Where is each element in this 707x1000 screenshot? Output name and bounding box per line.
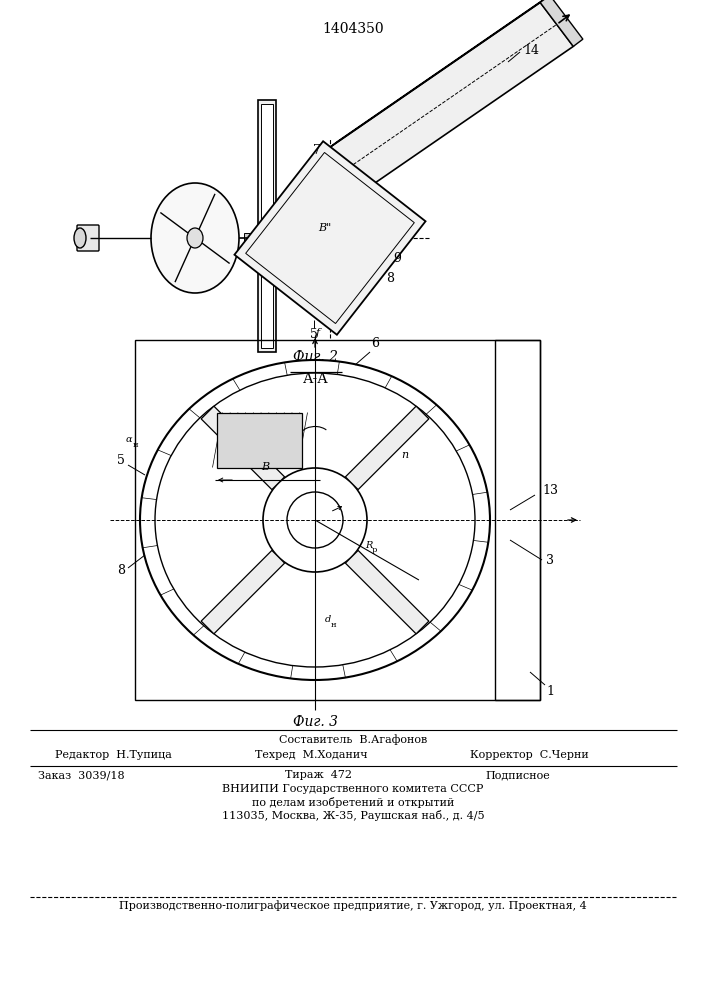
Polygon shape [328,0,550,148]
Text: н: н [132,441,138,449]
Text: 5: 5 [117,454,125,466]
Bar [135,340,540,700]
Text: А-А: А-А [303,372,329,386]
Text: Производственно-полиграфическое предприятие, г. Ужгород, ул. Проектная, 4: Производственно-полиграфическое предприя… [119,900,587,911]
Polygon shape [328,2,573,192]
Polygon shape [540,0,583,46]
Text: R: R [365,540,373,550]
Text: по делам изобретений и открытий: по делам изобретений и открытий [252,797,454,808]
Text: Фиг. 2: Фиг. 2 [293,350,339,364]
Text: Корректор  С.Черни: Корректор С.Черни [470,750,589,760]
Text: н: н [331,621,337,629]
Text: Тираж  472: Тираж 472 [285,770,352,780]
Bar [258,100,276,352]
Text: Редактор  Н.Тупица: Редактор Н.Тупица [55,750,172,760]
Text: 14: 14 [523,43,539,56]
Text: 3: 3 [546,554,554,566]
Bar [244,233,251,243]
Text: 9: 9 [393,251,401,264]
Text: Фиг. 3: Фиг. 3 [293,715,339,729]
Text: 8: 8 [117,564,125,576]
Text: ВНИИПИ Государственного комитета СССР: ВНИИПИ Государственного комитета СССР [222,784,484,794]
Bar [218,412,303,468]
Ellipse shape [187,228,203,248]
Text: Составитель  В.Агафонов: Составитель В.Агафонов [279,734,427,745]
Text: Техред  М.Ходанич: Техред М.Ходанич [255,750,368,760]
FancyBboxPatch shape [77,225,99,251]
Text: f: f [316,328,320,338]
Polygon shape [235,141,426,335]
Text: 5: 5 [310,328,318,341]
Bar [253,233,260,243]
Polygon shape [201,550,285,634]
Polygon shape [346,550,429,634]
Text: 113035, Москва, Ж-35, Раушская наб., д. 4/5: 113035, Москва, Ж-35, Раушская наб., д. … [222,810,484,821]
Bar [261,104,273,348]
Text: 1404350: 1404350 [322,22,384,36]
Polygon shape [346,406,429,490]
Bar [495,340,540,700]
Text: α: α [125,436,132,444]
Ellipse shape [151,183,239,293]
Text: B": B" [318,223,332,233]
Polygon shape [288,170,375,310]
Text: Подписное: Подписное [485,770,550,780]
Text: Заказ  3039/18: Заказ 3039/18 [38,770,124,780]
Text: 13: 13 [542,484,558,496]
Text: 1: 1 [546,685,554,698]
Text: B: B [261,462,269,472]
Text: n: n [402,450,409,460]
Text: 8: 8 [386,271,394,284]
Text: d: d [325,615,332,624]
Text: р: р [372,546,378,554]
Polygon shape [201,406,285,490]
Text: 7: 7 [313,144,321,157]
Ellipse shape [74,228,86,248]
Text: 6: 6 [371,337,379,350]
